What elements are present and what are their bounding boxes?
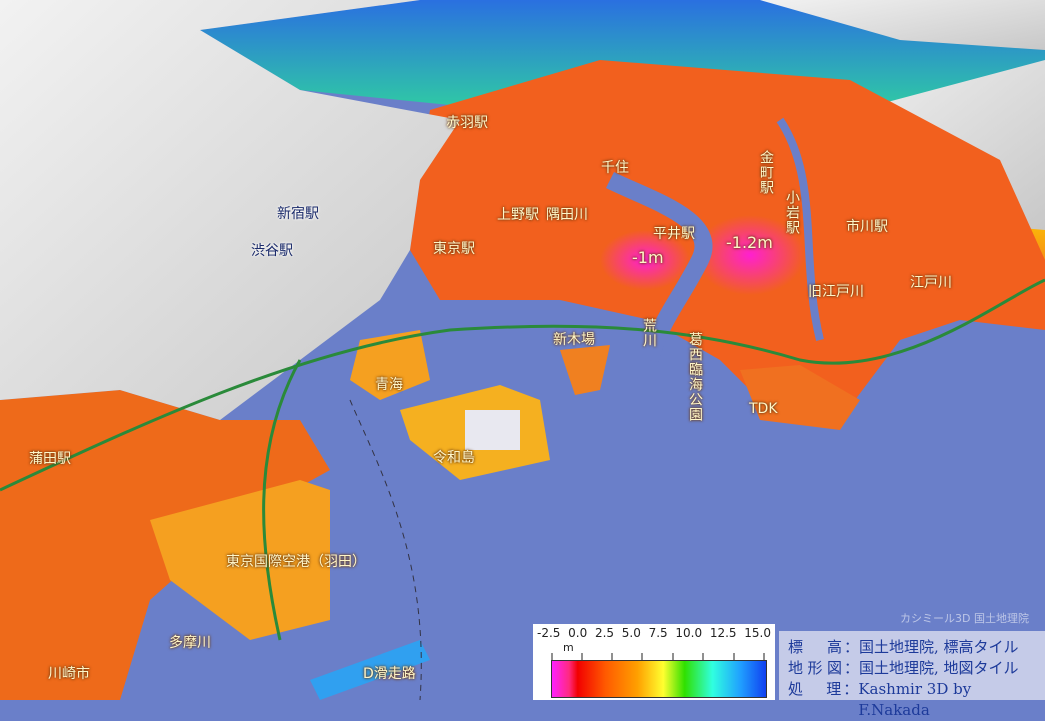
credit-key: 高 <box>826 638 842 656</box>
haneda-airport <box>150 480 330 640</box>
northeast-upland <box>760 0 1045 50</box>
label-tamagawa: 多摩川 <box>169 635 211 651</box>
d-runway <box>310 640 430 700</box>
label-reiwajima: 令和島 <box>433 450 475 466</box>
label-shinkiba: 新木場 <box>553 332 595 348</box>
reiwajima-facility <box>465 410 520 450</box>
elevation-map <box>0 0 1045 700</box>
label-haneda: 東京国際空港（羽田） <box>226 554 366 570</box>
credit-value: 国土地理院, 地図タイル <box>859 659 1019 677</box>
label-sumidagawa: 隅田川 <box>546 207 588 223</box>
credit-key: 地 <box>788 659 804 677</box>
legend-tick: 2.5 <box>594 626 615 640</box>
legend-ticks: -2.5 0.0 2.5 5.0 7.5 10.0 12.5 15.0 <box>537 626 771 640</box>
legend-tick: 5.0 <box>621 626 641 640</box>
credit-row-processing: 処理： Kashmir 3D by F.Nakada <box>788 679 1045 721</box>
label-kasai-rinkai-park: 葛西臨海公園 <box>687 332 703 422</box>
green-expressway <box>0 278 1045 492</box>
legend-tick: 0.0 <box>568 626 588 640</box>
below-sea-level-area-west <box>600 230 690 290</box>
legend-tick: -2.5 <box>537 626 561 640</box>
label-d-runway: D滑走路 <box>363 666 416 682</box>
label-aomi: 青海 <box>375 377 403 393</box>
credit-row-map: 地形図：国土地理院, 地図タイル <box>788 659 1019 677</box>
label-kamata: 蒲田駅 <box>29 451 71 467</box>
label-hirai: 平井駅 <box>653 226 695 242</box>
label-kawasaki: 川崎市 <box>48 666 90 682</box>
tdk-area <box>740 365 860 430</box>
label-senju: 千住 <box>601 160 629 176</box>
credit-key: 標 <box>788 638 804 656</box>
label-edogawa: 江戸川 <box>910 275 952 291</box>
green-expressway-south <box>262 359 302 641</box>
arakawa-river <box>605 171 713 363</box>
label-ichikawa: 市川駅 <box>846 219 888 235</box>
legend-tick: 15.0 <box>744 626 771 640</box>
label-tdk: TDK <box>749 401 778 417</box>
credit-key: 図 <box>826 659 842 677</box>
channel-line <box>349 399 422 700</box>
musashino-upland <box>0 0 460 420</box>
legend-tick: 7.5 <box>648 626 668 640</box>
label-minus-1-2m: -1.2m <box>726 233 773 252</box>
legend-unit: m <box>563 641 574 654</box>
label-tokyo-station: 東京駅 <box>433 241 475 257</box>
label-arakawa: 荒川 <box>641 318 657 348</box>
label-shibuya: 渋谷駅 <box>251 243 293 259</box>
credits-box: 標高：国土地理院, 標高タイル 地形図：国土地理院, 地図タイル 処理： Kash… <box>779 631 1045 719</box>
shinkiba-island <box>560 345 610 395</box>
north-floodplain <box>200 0 1045 290</box>
credit-value: 国土地理院, 標高タイル <box>859 638 1019 656</box>
label-shinjuku: 新宿駅 <box>277 206 319 222</box>
label-minus-1m: -1m <box>632 248 664 267</box>
legend-color-bar <box>551 660 767 698</box>
legend-tick: 12.5 <box>709 626 737 640</box>
credit-key: 形 <box>807 659 823 677</box>
credit-row-elevation: 標高：国土地理院, 標高タイル <box>788 638 1019 656</box>
label-ueno: 上野駅 <box>497 207 539 223</box>
elevation-legend: -2.5 0.0 2.5 5.0 7.5 10.0 12.5 15.0 m <box>533 624 775 700</box>
credit-value: Kashmir 3D by F.Nakada <box>858 680 972 719</box>
label-kanamachi: 金町駅 <box>758 150 774 195</box>
credit-key: 理 <box>826 680 842 698</box>
watermark: カシミール3D 国土地理院 <box>900 612 1029 625</box>
legend-tick: 10.0 <box>675 626 703 640</box>
credit-key: 処 <box>788 680 804 698</box>
edogawa-river <box>776 117 824 341</box>
label-kyuedogawa: 旧江戸川 <box>808 284 864 300</box>
aomi-island <box>350 330 430 400</box>
label-koiwa: 小岩駅 <box>784 190 800 235</box>
below-sea-level-area-east <box>695 215 805 295</box>
label-akabane: 赤羽駅 <box>446 115 488 131</box>
